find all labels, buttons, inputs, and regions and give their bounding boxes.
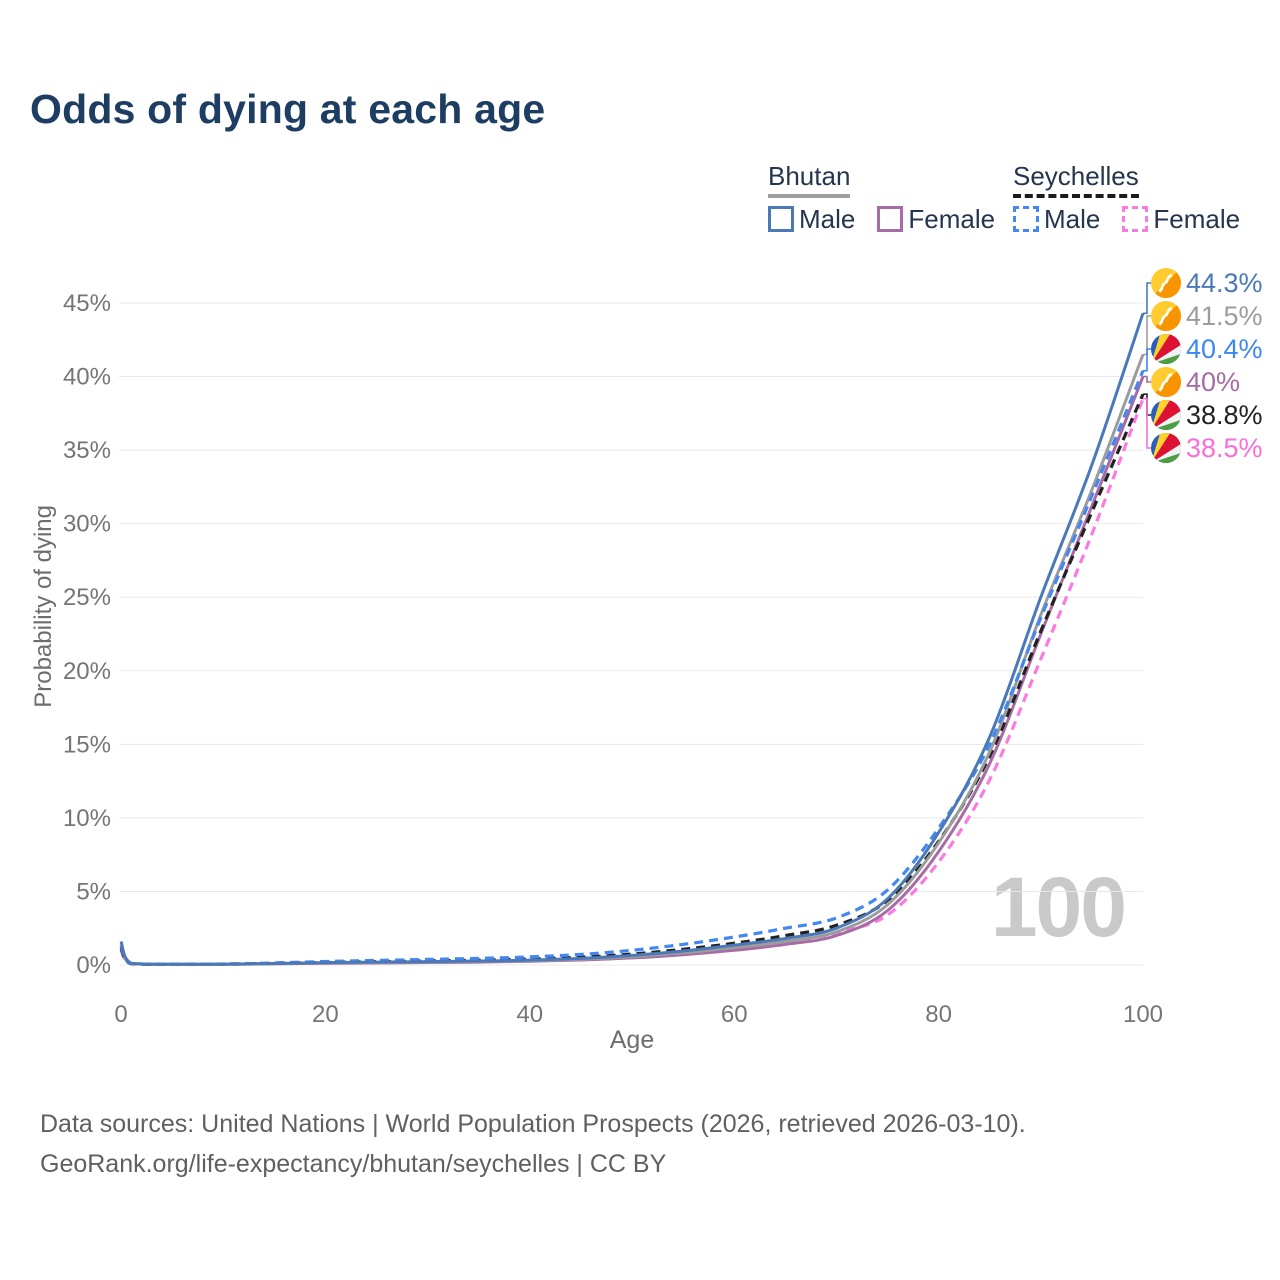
watermark-100: 100	[990, 860, 1127, 954]
bhutan-flag-icon	[1151, 301, 1181, 331]
footer: Data sources: United Nations | World Pop…	[40, 1104, 1250, 1184]
legend-group-bhutan: Bhutan Male Female	[768, 161, 1017, 235]
bhutan-flag-icon	[1151, 367, 1181, 397]
series-line-seychelles-total	[119, 393, 1145, 966]
legend-country-seychelles[interactable]: Seychelles	[1013, 161, 1139, 199]
x-tick-label-80: 80	[925, 1001, 952, 1028]
leader-line-bhutan-female	[1143, 375, 1151, 383]
y-tick-label-25: 25%	[63, 584, 111, 611]
y-tick-label-10: 10%	[63, 805, 111, 832]
legend-country-bhutan[interactable]: Bhutan	[768, 161, 851, 199]
x-tick-label-20: 20	[312, 1001, 339, 1028]
y-tick-label-0: 0%	[76, 952, 111, 979]
legend-label-seychelles-male[interactable]: Male	[1044, 204, 1101, 235]
end-label-value: 40%	[1186, 366, 1241, 397]
y-tick-label-40: 40%	[63, 364, 111, 391]
seychelles-flag-icon	[1151, 334, 1181, 364]
page-title: Odds of dying at each age	[30, 86, 546, 132]
x-axis-title: Age	[609, 1026, 655, 1054]
end-label-value: 38.5%	[1186, 432, 1263, 463]
leader-line-bhutan-total	[1143, 315, 1151, 356]
legend-label-bhutan-female[interactable]: Female	[908, 204, 996, 235]
plot-area[interactable]: 0% 5% 10% 15% 20% 25% 30% 35% 40% 45% 0 20 40 60 80 100	[0, 0, 1280, 1080]
leader-line-seychelles-male	[1143, 348, 1151, 372]
end-label-seychelles-male: 40.4%	[1151, 333, 1263, 365]
footer-url-line: GeoRank.org/life-expectancy/bhutan/seych…	[40, 1150, 667, 1178]
y-tick-label-20: 20%	[63, 658, 111, 685]
y-tick-label-15: 15%	[63, 731, 111, 758]
y-tick-label-30: 30%	[63, 511, 111, 538]
x-tick-label-60: 60	[721, 1001, 748, 1028]
seychelles-flag-icon	[1151, 433, 1181, 463]
x-tick-label-100: 100	[1123, 1001, 1163, 1028]
footer-source-line: Data sources: United Nations | World Pop…	[40, 1110, 1026, 1138]
end-label-seychelles-total: 38.8%	[1151, 399, 1263, 431]
legend-swatch-bhutan-female[interactable]	[877, 206, 904, 233]
legend-swatch-bhutan-male[interactable]	[768, 206, 794, 233]
end-label-value: 41.5%	[1186, 300, 1263, 331]
legend-group-seychelles: Seychelles Male Female	[1013, 161, 1262, 235]
end-label-value: 44.3%	[1186, 267, 1263, 298]
end-label-bhutan-total: 41.5%	[1151, 300, 1263, 332]
end-label-value: 38.8%	[1186, 399, 1263, 430]
bhutan-flag-icon	[1151, 268, 1181, 298]
series-line-bhutan-male	[119, 312, 1145, 966]
end-label-seychelles-female: 38.5%	[1151, 432, 1263, 464]
series-line-seychelles-male	[119, 370, 1145, 966]
series-line-bhutan-total	[119, 353, 1145, 966]
legend-swatch-seychelles-female[interactable]	[1122, 206, 1149, 233]
x-tick-label-40: 40	[516, 1001, 543, 1028]
end-label-bhutan-female: 40%	[1151, 366, 1240, 398]
x-tick-label-0: 0	[114, 1001, 127, 1028]
end-label-value: 40.4%	[1186, 333, 1263, 364]
leader-line-bhutan-male	[1143, 282, 1151, 315]
legend-label-seychelles-female[interactable]: Female	[1153, 204, 1241, 235]
y-tick-label-45: 45%	[63, 290, 111, 317]
legend-swatch-seychelles-male[interactable]	[1013, 206, 1039, 233]
legend-label-bhutan-male[interactable]: Male	[799, 204, 856, 235]
end-label-bhutan-male: 44.3%	[1151, 267, 1263, 299]
seychelles-flag-icon	[1151, 400, 1181, 430]
leader-line-seychelles-female	[1143, 397, 1151, 449]
series-line-seychelles-female	[119, 398, 1145, 967]
y-tick-label-35: 35%	[63, 437, 111, 464]
y-tick-label-5: 5%	[76, 878, 111, 905]
